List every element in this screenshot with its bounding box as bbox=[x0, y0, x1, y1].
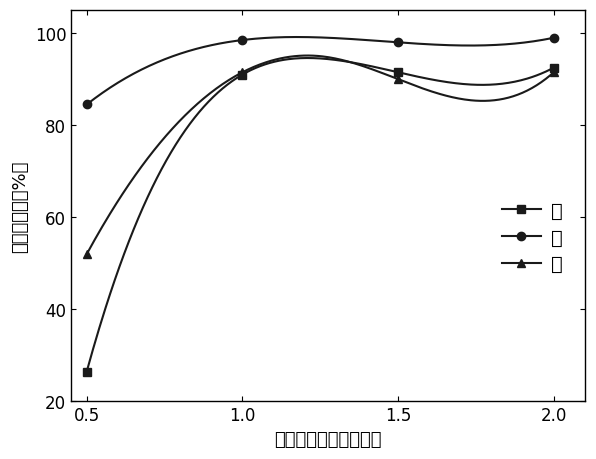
X-axis label: 氧化钙与低冰镇质量比: 氧化钙与低冰镇质量比 bbox=[274, 430, 382, 448]
Y-axis label: 金属浸出率（%）: 金属浸出率（%） bbox=[11, 160, 29, 252]
Legend: 镕, 铜, 魈: 镕, 铜, 魈 bbox=[494, 194, 570, 281]
